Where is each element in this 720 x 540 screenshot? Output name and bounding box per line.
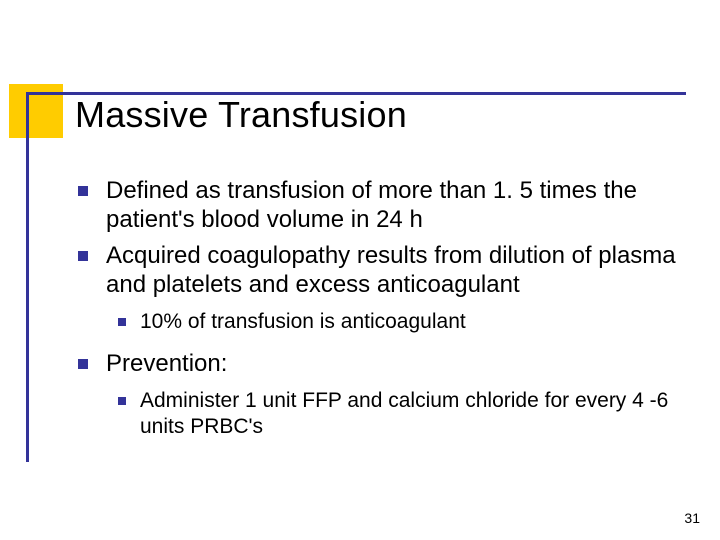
slide-title: Massive Transfusion xyxy=(75,94,407,136)
sub-bullet-group: 10% of transfusion is anticoagulant xyxy=(118,309,678,335)
bullet-text: Prevention: xyxy=(106,349,227,378)
title-rule-vertical xyxy=(26,92,29,462)
slide-body: Defined as transfusion of more than 1. 5… xyxy=(78,176,678,453)
bullet-text: 10% of transfusion is anticoagulant xyxy=(140,309,466,335)
square-bullet-icon xyxy=(118,397,126,405)
square-bullet-icon xyxy=(78,251,88,261)
bullet-level1: Acquired coagulopathy results from dilut… xyxy=(78,241,678,300)
square-bullet-icon xyxy=(78,186,88,196)
bullet-level1: Defined as transfusion of more than 1. 5… xyxy=(78,176,678,235)
bullet-level1: Prevention: xyxy=(78,349,678,378)
bullet-level2: 10% of transfusion is anticoagulant xyxy=(118,309,678,335)
square-bullet-icon xyxy=(118,318,126,326)
bullet-text: Acquired coagulopathy results from dilut… xyxy=(106,241,678,300)
square-bullet-icon xyxy=(78,359,88,369)
page-number: 31 xyxy=(684,510,700,526)
slide: Massive Transfusion Defined as transfusi… xyxy=(0,0,720,540)
bullet-text: Administer 1 unit FFP and calcium chlori… xyxy=(140,388,678,439)
sub-bullet-group: Administer 1 unit FFP and calcium chlori… xyxy=(118,388,678,439)
bullet-level2: Administer 1 unit FFP and calcium chlori… xyxy=(118,388,678,439)
bullet-text: Defined as transfusion of more than 1. 5… xyxy=(106,176,678,235)
